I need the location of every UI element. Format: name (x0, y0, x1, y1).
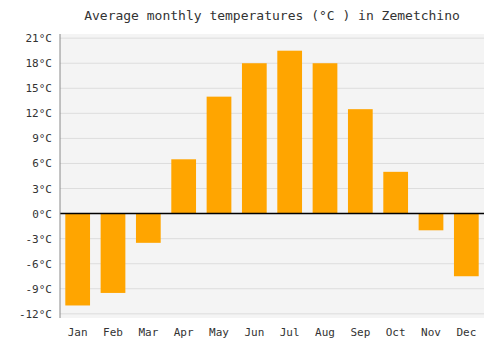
grid-line (60, 313, 484, 314)
y-tick-label: -6°C (26, 258, 53, 271)
y-tick-label: -12°C (19, 308, 52, 321)
grid-line (60, 213, 484, 214)
chart: Average monthly temperatures (°C ) in Ze… (0, 0, 500, 350)
y-tick-label: 21°C (26, 32, 53, 45)
y-tick-label: 12°C (26, 107, 53, 120)
y-tick-label: 6°C (32, 157, 52, 170)
bar (171, 159, 196, 213)
y-tick-label: 18°C (26, 57, 53, 70)
x-tick-label: Dec (456, 326, 476, 339)
bar (348, 109, 373, 213)
y-tick-label: 0°C (32, 208, 52, 221)
y-tick-label: 3°C (32, 183, 52, 196)
bar (101, 214, 126, 293)
bar (277, 51, 302, 214)
y-axis-line (60, 34, 61, 318)
y-tick-label: -9°C (26, 283, 53, 296)
bar (419, 214, 444, 231)
x-tick-label: May (209, 326, 229, 339)
x-tick-label: Jun (244, 326, 264, 339)
grid-line (60, 138, 484, 139)
x-tick-label: Jul (280, 326, 300, 339)
y-tick-label: 9°C (32, 132, 52, 145)
bar (383, 172, 408, 214)
y-tick-label: 15°C (26, 82, 53, 95)
grid-line (60, 163, 484, 164)
grid-line (60, 63, 484, 64)
zero-line (60, 213, 484, 215)
x-tick-label: Feb (103, 326, 123, 339)
x-tick-label: Aug (315, 326, 335, 339)
bar (136, 214, 161, 243)
grid-line (60, 188, 484, 189)
title: Average monthly temperatures (°C ) in Ze… (84, 8, 460, 23)
x-tick-label: Apr (174, 326, 194, 339)
x-tick-label: Oct (386, 326, 406, 339)
x-tick-label: Nov (421, 326, 441, 339)
bar (454, 214, 479, 277)
x-tick-label: Mar (138, 326, 158, 339)
bar (313, 63, 338, 213)
grid-line (60, 88, 484, 89)
bar (65, 214, 90, 306)
x-tick-label: Jan (68, 326, 88, 339)
bar (207, 97, 232, 214)
bar (242, 63, 267, 213)
x-tick-label: Sep (350, 326, 370, 339)
plot-area (60, 34, 484, 318)
grid-line (60, 113, 484, 114)
y-tick-label: -3°C (26, 233, 53, 246)
grid-line (60, 38, 484, 39)
